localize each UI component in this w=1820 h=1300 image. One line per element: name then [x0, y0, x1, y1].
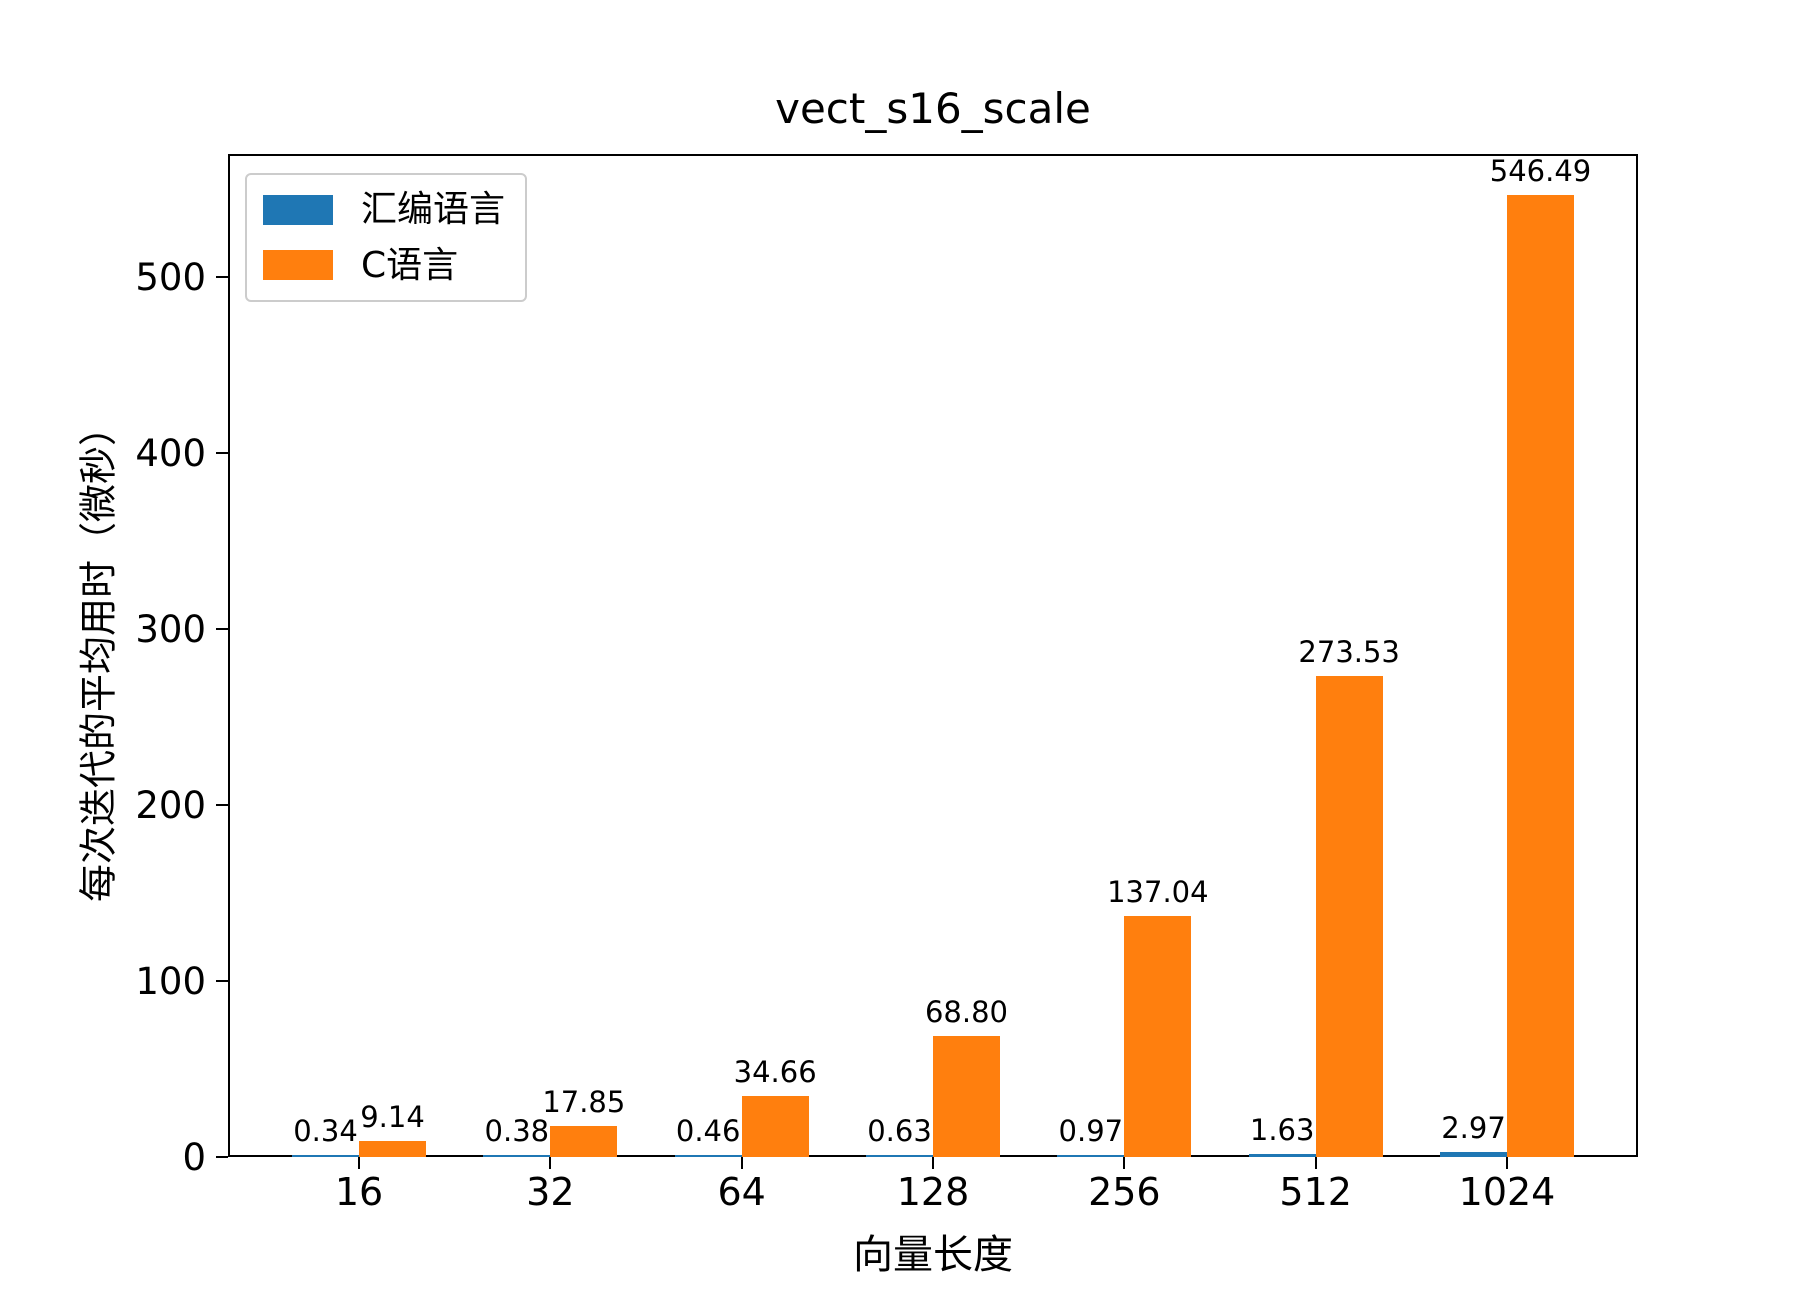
bar-C语言-1024: [1507, 195, 1574, 1157]
bar-C语言-128: [933, 1035, 1000, 1157]
y-tick-label: 400: [135, 432, 206, 476]
x-tick-label: 512: [1279, 1170, 1352, 1214]
bar-value-label: 0.63: [867, 1114, 932, 1148]
bar-value-label: 546.49: [1489, 154, 1592, 189]
x-tick-mark: [549, 1157, 552, 1169]
bar-C语言-256: [1124, 915, 1192, 1157]
y-tick-mark: [216, 980, 228, 983]
y-tick-label: 200: [135, 784, 206, 828]
x-tick-label: 1024: [1458, 1170, 1556, 1214]
bar-value-label: 0.34: [293, 1114, 358, 1148]
x-tick-mark: [1123, 1157, 1126, 1169]
x-tick-label: 64: [717, 1170, 766, 1214]
x-tick-mark: [1506, 1157, 1508, 1169]
bar-C语言-16: [359, 1140, 426, 1157]
bar-value-label: 0.97: [1058, 1114, 1124, 1148]
bar-value-label: 34.66: [733, 1055, 817, 1090]
legend-swatch-blue: [263, 194, 333, 225]
y-tick-label: 100: [135, 960, 206, 1004]
x-tick-label: 32: [526, 1170, 575, 1214]
bar-汇编语言-512: [1248, 1154, 1316, 1157]
legend-entry-c: C语言: [263, 244, 505, 286]
x-tick-mark: [932, 1157, 934, 1169]
legend-swatch-orange: [263, 250, 333, 281]
x-tick-label: 256: [1088, 1170, 1161, 1214]
legend-label-assembly: 汇编语言: [361, 189, 506, 230]
y-axis-label: 每次迭代的平均用时（微秒）: [76, 407, 121, 903]
y-tick-mark: [216, 276, 228, 279]
bar-value-label: 17.85: [542, 1084, 626, 1119]
y-tick-mark: [216, 804, 228, 807]
legend: 汇编语言 C语言: [245, 173, 528, 303]
x-tick-mark: [358, 1157, 360, 1169]
y-tick-label: 0: [182, 1136, 206, 1179]
x-tick-mark: [1314, 1157, 1317, 1169]
bar-汇编语言-16: [292, 1155, 359, 1157]
y-tick-label: 300: [135, 608, 206, 652]
bar-C语言-512: [1315, 675, 1383, 1157]
bar-value-label: 137.04: [1107, 874, 1209, 909]
bar-C语言-64: [741, 1096, 809, 1157]
bar-汇编语言-128: [866, 1155, 933, 1157]
bar-value-label: 9.14: [360, 1099, 425, 1134]
legend-entry-assembly: 汇编语言: [263, 190, 505, 230]
bar-汇编语言-64: [674, 1155, 742, 1157]
bar-value-label: 0.38: [484, 1114, 550, 1148]
bar-value-label: 1.63: [1249, 1113, 1315, 1148]
bar-C语言-32: [550, 1125, 618, 1157]
bar-汇编语言-32: [483, 1155, 551, 1157]
y-tick-mark: [216, 452, 228, 455]
x-axis-label: 向量长度: [853, 1232, 1013, 1278]
x-tick-label: 16: [334, 1170, 384, 1214]
bar-value-label: 68.80: [924, 994, 1009, 1029]
y-tick-mark: [216, 628, 228, 631]
y-tick-label: 500: [135, 256, 206, 300]
legend-label-c: C语言: [361, 244, 459, 286]
y-tick-mark: [216, 1156, 228, 1158]
x-tick-mark: [740, 1157, 743, 1169]
chart-title: vect_s16_scale: [775, 84, 1091, 133]
bar-汇编语言-256: [1057, 1155, 1125, 1157]
bar-汇编语言-1024: [1440, 1151, 1507, 1157]
bar-value-label: 0.46: [675, 1114, 741, 1148]
bar-value-label: 2.97: [1441, 1110, 1506, 1145]
bar-value-label: 273.53: [1298, 634, 1400, 669]
plot-area: [228, 154, 1638, 1157]
x-tick-label: 128: [896, 1170, 970, 1214]
